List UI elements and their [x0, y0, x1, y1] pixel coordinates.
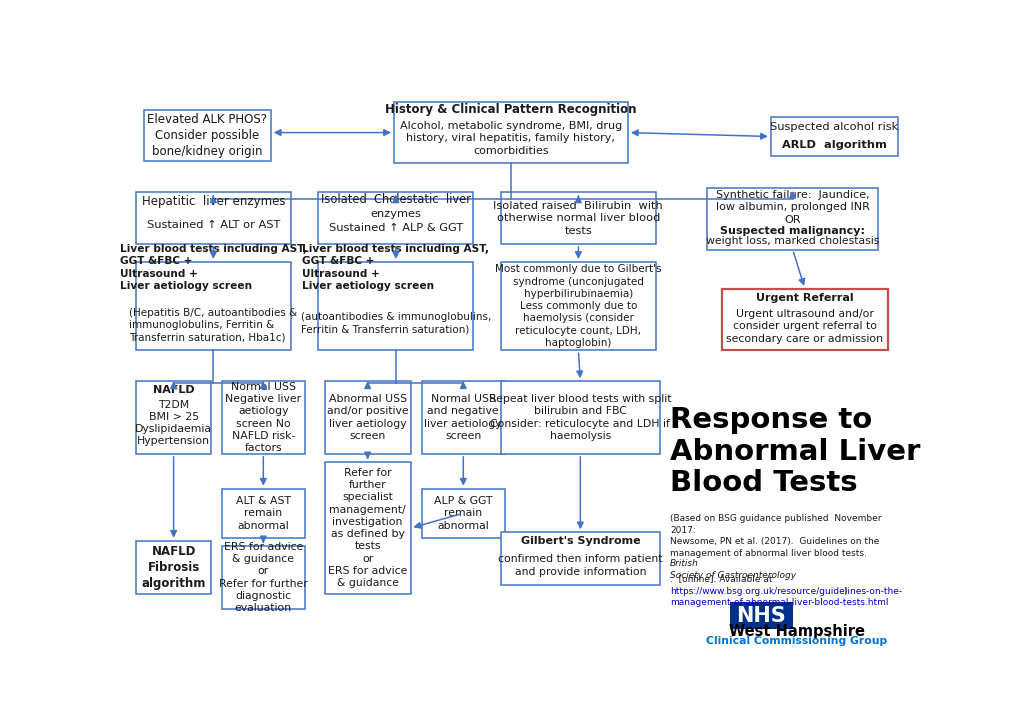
- Text: Liver blood tests including AST,
GGT &FBC +
Ultrasound +
Liver aetiology screen: Liver blood tests including AST, GGT &FB…: [302, 244, 489, 291]
- Text: ALT & AST
remain
abnormal: ALT & AST remain abnormal: [236, 496, 291, 531]
- Text: Urgent ultrasound and/or
consider urgent referral to
secondary care or admission: Urgent ultrasound and/or consider urgent…: [726, 309, 884, 344]
- FancyBboxPatch shape: [136, 193, 291, 244]
- FancyBboxPatch shape: [136, 262, 291, 350]
- Text: Sustained ↑ ALT or AST: Sustained ↑ ALT or AST: [146, 220, 280, 230]
- Text: Newsome, PN et al. (2017).  Guidelines on the
management of abnormal liver blood: Newsome, PN et al. (2017). Guidelines on…: [670, 537, 880, 558]
- Text: ARLD  algorithm: ARLD algorithm: [782, 140, 887, 150]
- FancyBboxPatch shape: [729, 602, 793, 629]
- Text: low albumin, prolonged INR
OR: low albumin, prolonged INR OR: [716, 201, 869, 225]
- Text: Repeat liver blood tests with split
bilirubin and FBC
Consider: reticulocyte and: Repeat liver blood tests with split bili…: [489, 394, 672, 441]
- Text: Suspected malignancy:: Suspected malignancy:: [720, 226, 865, 236]
- FancyBboxPatch shape: [136, 541, 211, 594]
- Text: Abnormal USS
and/or positive
liver aetiology
screen: Abnormal USS and/or positive liver aetio…: [327, 394, 409, 441]
- Text: .  [online]. Available at: . [online]. Available at: [670, 574, 772, 583]
- Text: Synthetic failure:  Jaundice,: Synthetic failure: Jaundice,: [716, 190, 869, 200]
- Text: Alcohol, metabolic syndrome, BMI, drug
history, viral hepatitis, family history,: Alcohol, metabolic syndrome, BMI, drug h…: [399, 121, 622, 156]
- Text: (Based on BSG guidance published  November
2017:: (Based on BSG guidance published Novembe…: [670, 514, 882, 534]
- FancyBboxPatch shape: [325, 462, 411, 594]
- FancyBboxPatch shape: [318, 193, 473, 244]
- FancyBboxPatch shape: [325, 381, 411, 454]
- Text: Normal USS
and negative
liver aetiology
screen: Normal USS and negative liver aetiology …: [425, 394, 502, 441]
- FancyBboxPatch shape: [422, 489, 505, 538]
- Text: T2DM
BMI > 25
Dyslipidaemia
Hypertension: T2DM BMI > 25 Dyslipidaemia Hypertension: [135, 400, 212, 446]
- FancyBboxPatch shape: [501, 381, 659, 454]
- Text: West Hampshire: West Hampshire: [729, 624, 865, 639]
- Text: enzymes
Sustained ↑ ALP & GGT: enzymes Sustained ↑ ALP & GGT: [329, 209, 463, 233]
- Text: Liver blood tests including AST,
GGT &FBC +
Ultrasound +
Liver aetiology screen: Liver blood tests including AST, GGT &FB…: [120, 244, 307, 291]
- Text: confirmed then inform patient
and provide information: confirmed then inform patient and provid…: [498, 555, 663, 577]
- Text: Elevated ALK PHOS?
Consider possible
bone/kidney origin: Elevated ALK PHOS? Consider possible bon…: [147, 113, 267, 158]
- Text: NAFLD
Fibrosis
algorithm: NAFLD Fibrosis algorithm: [141, 545, 206, 590]
- FancyBboxPatch shape: [771, 117, 898, 156]
- Text: ERS for advice
& guidance
or
Refer for further
diagnostic
evaluation: ERS for advice & guidance or Refer for f…: [219, 542, 307, 613]
- FancyBboxPatch shape: [143, 110, 270, 161]
- Text: Response to
Abnormal Liver
Blood Tests: Response to Abnormal Liver Blood Tests: [670, 406, 921, 497]
- Text: Suspected alcohol risk: Suspected alcohol risk: [770, 122, 898, 132]
- FancyBboxPatch shape: [708, 188, 878, 249]
- Text: ALP & GGT
remain
abnormal: ALP & GGT remain abnormal: [434, 496, 493, 531]
- FancyBboxPatch shape: [318, 262, 473, 350]
- Text: ): ): [841, 587, 847, 595]
- FancyBboxPatch shape: [136, 381, 211, 454]
- Text: (autoantibodies & immunoglobulins,
Ferritin & Transferrin saturation): (autoantibodies & immunoglobulins, Ferri…: [301, 313, 492, 334]
- FancyBboxPatch shape: [221, 489, 305, 538]
- Text: Hepatitic  liver enzymes: Hepatitic liver enzymes: [141, 195, 285, 208]
- Text: weight loss, marked cholestasis: weight loss, marked cholestasis: [706, 236, 880, 246]
- Text: Gilbert's Syndrome: Gilbert's Syndrome: [520, 537, 640, 546]
- Text: Clinical Commissioning Group: Clinical Commissioning Group: [707, 636, 888, 646]
- Text: History & Clinical Pattern Recognition: History & Clinical Pattern Recognition: [385, 103, 637, 116]
- Text: (Hepatitis B/C, autoantibodies &
immunoglobulins, Ferritin &
Transferrin saturat: (Hepatitis B/C, autoantibodies & immunog…: [129, 308, 297, 342]
- Text: Most commonly due to Gilbert's
syndrome (unconjugated
hyperbilirubinaemia)
Less : Most commonly due to Gilbert's syndrome …: [496, 265, 662, 348]
- FancyBboxPatch shape: [221, 546, 305, 609]
- Text: NAFLD: NAFLD: [153, 385, 195, 395]
- Text: https://www.bsg.org.uk/resource/guidelines-on-the-
management-of-abnormal-liver-: https://www.bsg.org.uk/resource/guidelin…: [670, 587, 902, 607]
- FancyBboxPatch shape: [422, 381, 505, 454]
- Text: NHS: NHS: [736, 606, 786, 626]
- FancyBboxPatch shape: [221, 381, 305, 454]
- FancyBboxPatch shape: [501, 532, 659, 585]
- FancyBboxPatch shape: [501, 193, 655, 244]
- Text: Isolated raised  Bilirubin  with
otherwise normal liver blood
tests: Isolated raised Bilirubin with otherwise…: [494, 201, 664, 236]
- Text: Normal USS
Negative liver
aetiology
screen No
NAFLD risk-
factors: Normal USS Negative liver aetiology scre…: [225, 382, 301, 453]
- FancyBboxPatch shape: [394, 103, 628, 163]
- Text: Isolated  Cholestatic  liver: Isolated Cholestatic liver: [321, 193, 471, 206]
- Text: Urgent Referral: Urgent Referral: [756, 293, 854, 302]
- FancyBboxPatch shape: [722, 289, 888, 350]
- Text: Refer for
further
specialist
management/
investigation
as defined by
tests
or
ER: Refer for further specialist management/…: [328, 468, 408, 588]
- Text: British
Society of Gastroenterology: British Society of Gastroenterology: [670, 559, 796, 580]
- FancyBboxPatch shape: [501, 262, 655, 350]
